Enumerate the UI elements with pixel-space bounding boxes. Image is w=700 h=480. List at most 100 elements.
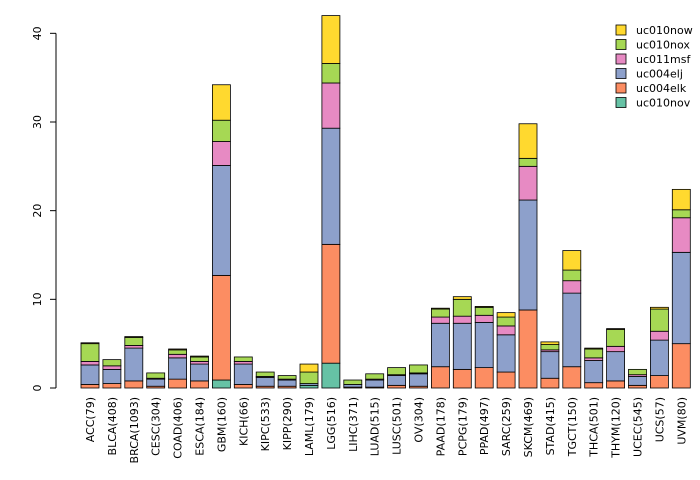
bar-stack — [168, 348, 188, 389]
bar-segment-uc010now — [430, 307, 450, 310]
x-tick-label: UCEC(545) — [632, 397, 645, 457]
bar-stack — [146, 372, 166, 389]
y-tick-label: 10 — [31, 292, 44, 306]
bar-stack — [102, 359, 122, 389]
bar-segment-uc004elk — [102, 383, 122, 389]
bar-segment-uc011msf — [606, 345, 625, 353]
bar-segment-uc010nox — [146, 372, 166, 379]
bar-segment-uc004elj — [211, 165, 231, 276]
bar-stack — [562, 250, 582, 389]
bar-segment-uc004elk — [606, 380, 625, 389]
bar-stack — [606, 328, 625, 389]
bar-segment-uc010nox — [562, 269, 582, 282]
bar-segment-uc004elj — [365, 379, 385, 388]
bar-segment-uc004elj — [650, 339, 669, 376]
x-tick-label: KICH(66) — [237, 397, 250, 446]
bar-segment-uc004elj — [452, 322, 472, 370]
bar-segment-uc004elj — [190, 363, 209, 382]
bar-segment-uc011msf — [650, 330, 669, 341]
bar-stack — [277, 375, 297, 389]
x-tick-label: LIHC(371) — [347, 397, 360, 452]
bar-segment-uc010now — [496, 312, 516, 318]
bar-segment-uc011msf — [102, 365, 122, 370]
x-tick-label: LUAD(515) — [369, 397, 382, 456]
bar-segment-uc004elj — [233, 363, 253, 385]
bar-segment-uc004elj — [124, 347, 144, 382]
bar-segment-uc004elk — [474, 367, 494, 389]
bar-stack — [387, 367, 407, 389]
x-tick-label: PAAD(178) — [434, 397, 447, 456]
bar-segment-uc010nox — [343, 379, 363, 385]
legend-swatch — [615, 39, 627, 50]
x-tick-label: UVM(80) — [675, 397, 688, 445]
bar-segment-uc004elj — [277, 379, 297, 387]
bar-segment-uc004elk — [211, 274, 231, 381]
bar-segment-uc010nox — [321, 63, 341, 84]
bar-segment-uc010nox — [628, 368, 647, 376]
legend-swatch — [615, 97, 627, 108]
bar-segment-uc004elj — [606, 351, 625, 382]
bar-segment-uc010nox — [496, 316, 516, 327]
bar-segment-uc011msf — [321, 82, 341, 129]
bar-segment-uc011msf — [80, 360, 100, 366]
x-tick-label: BLCA(408) — [106, 397, 119, 455]
bar-segment-uc010nox — [409, 364, 428, 374]
bars-layer — [80, 15, 691, 389]
bar-segment-uc010nox — [299, 371, 319, 384]
bar-segment-uc004elj — [146, 378, 166, 387]
bar-stack — [321, 15, 341, 389]
bar-segment-uc010now — [671, 188, 691, 211]
bar-segment-uc004elj — [628, 376, 647, 386]
legend-swatch — [615, 82, 627, 94]
bar-segment-uc010nox — [540, 344, 560, 351]
x-tick-label: GBM(160) — [215, 397, 228, 452]
legend-label: uc004elk — [636, 82, 687, 95]
bar-segment-uc004elk — [562, 366, 582, 389]
bar-segment-uc010now — [474, 306, 494, 308]
bar-segment-uc011msf — [474, 314, 494, 323]
legend-swatch — [615, 68, 627, 79]
bar-segment-uc004elk — [650, 375, 669, 389]
legend-label: uc004elj — [636, 68, 683, 81]
bar-segment-uc011msf — [430, 316, 450, 324]
bar-segment-uc004elk — [80, 384, 100, 389]
legend-swatch — [615, 24, 627, 36]
bar-segment-uc010nov — [211, 379, 231, 389]
bar-segment-uc010nov — [321, 362, 341, 389]
bar-segment-uc004elk — [671, 343, 691, 389]
bar-segment-uc010nox — [365, 373, 385, 380]
bar-segment-uc004elj — [671, 251, 691, 345]
bar-segment-uc004elj — [474, 321, 494, 369]
x-axis-labels: ACC(79) BLCA(408) BRCA(1093) CESC(304) COAD(… — [84, 397, 688, 463]
bar-segment-uc010nox — [233, 356, 253, 362]
legend-label: uc011msf — [636, 53, 691, 66]
x-tick-label: LAML(179) — [303, 397, 316, 456]
bar-segment-uc010now — [540, 341, 560, 345]
y-tick-label: 20 — [31, 204, 44, 218]
x-tick-label: OV(304) — [413, 397, 426, 443]
y-tick-label: 0 — [31, 385, 44, 392]
y-tick-label: 40 — [31, 26, 44, 40]
bar-segment-uc010nox — [80, 343, 100, 362]
x-tick-label: LGG(516) — [325, 397, 338, 450]
bar-segment-uc004elk — [430, 366, 450, 389]
bar-segment-uc004elj — [168, 357, 188, 380]
bar-segment-uc004elj — [496, 334, 516, 373]
bar-segment-uc010nox — [452, 298, 472, 317]
bar-segment-uc010now — [321, 15, 341, 64]
bar-segment-uc004elj — [387, 375, 407, 386]
bar-segment-uc010now — [168, 348, 188, 351]
bar-segment-uc011msf — [496, 325, 516, 336]
bar-stack — [584, 347, 604, 389]
bar-stack — [409, 364, 428, 389]
bar-segment-uc010nox — [168, 349, 188, 355]
bar-segment-uc010now — [518, 123, 538, 159]
bar-segment-uc010nox — [606, 329, 625, 347]
bar-segment-uc010nox — [518, 157, 538, 167]
bar-segment-uc011msf — [168, 353, 188, 359]
x-tick-label: CESC(304) — [150, 397, 163, 456]
x-tick-label: COAD(406) — [172, 397, 185, 459]
legend-label: uc010nov — [636, 97, 691, 110]
bar-stack — [343, 379, 363, 389]
